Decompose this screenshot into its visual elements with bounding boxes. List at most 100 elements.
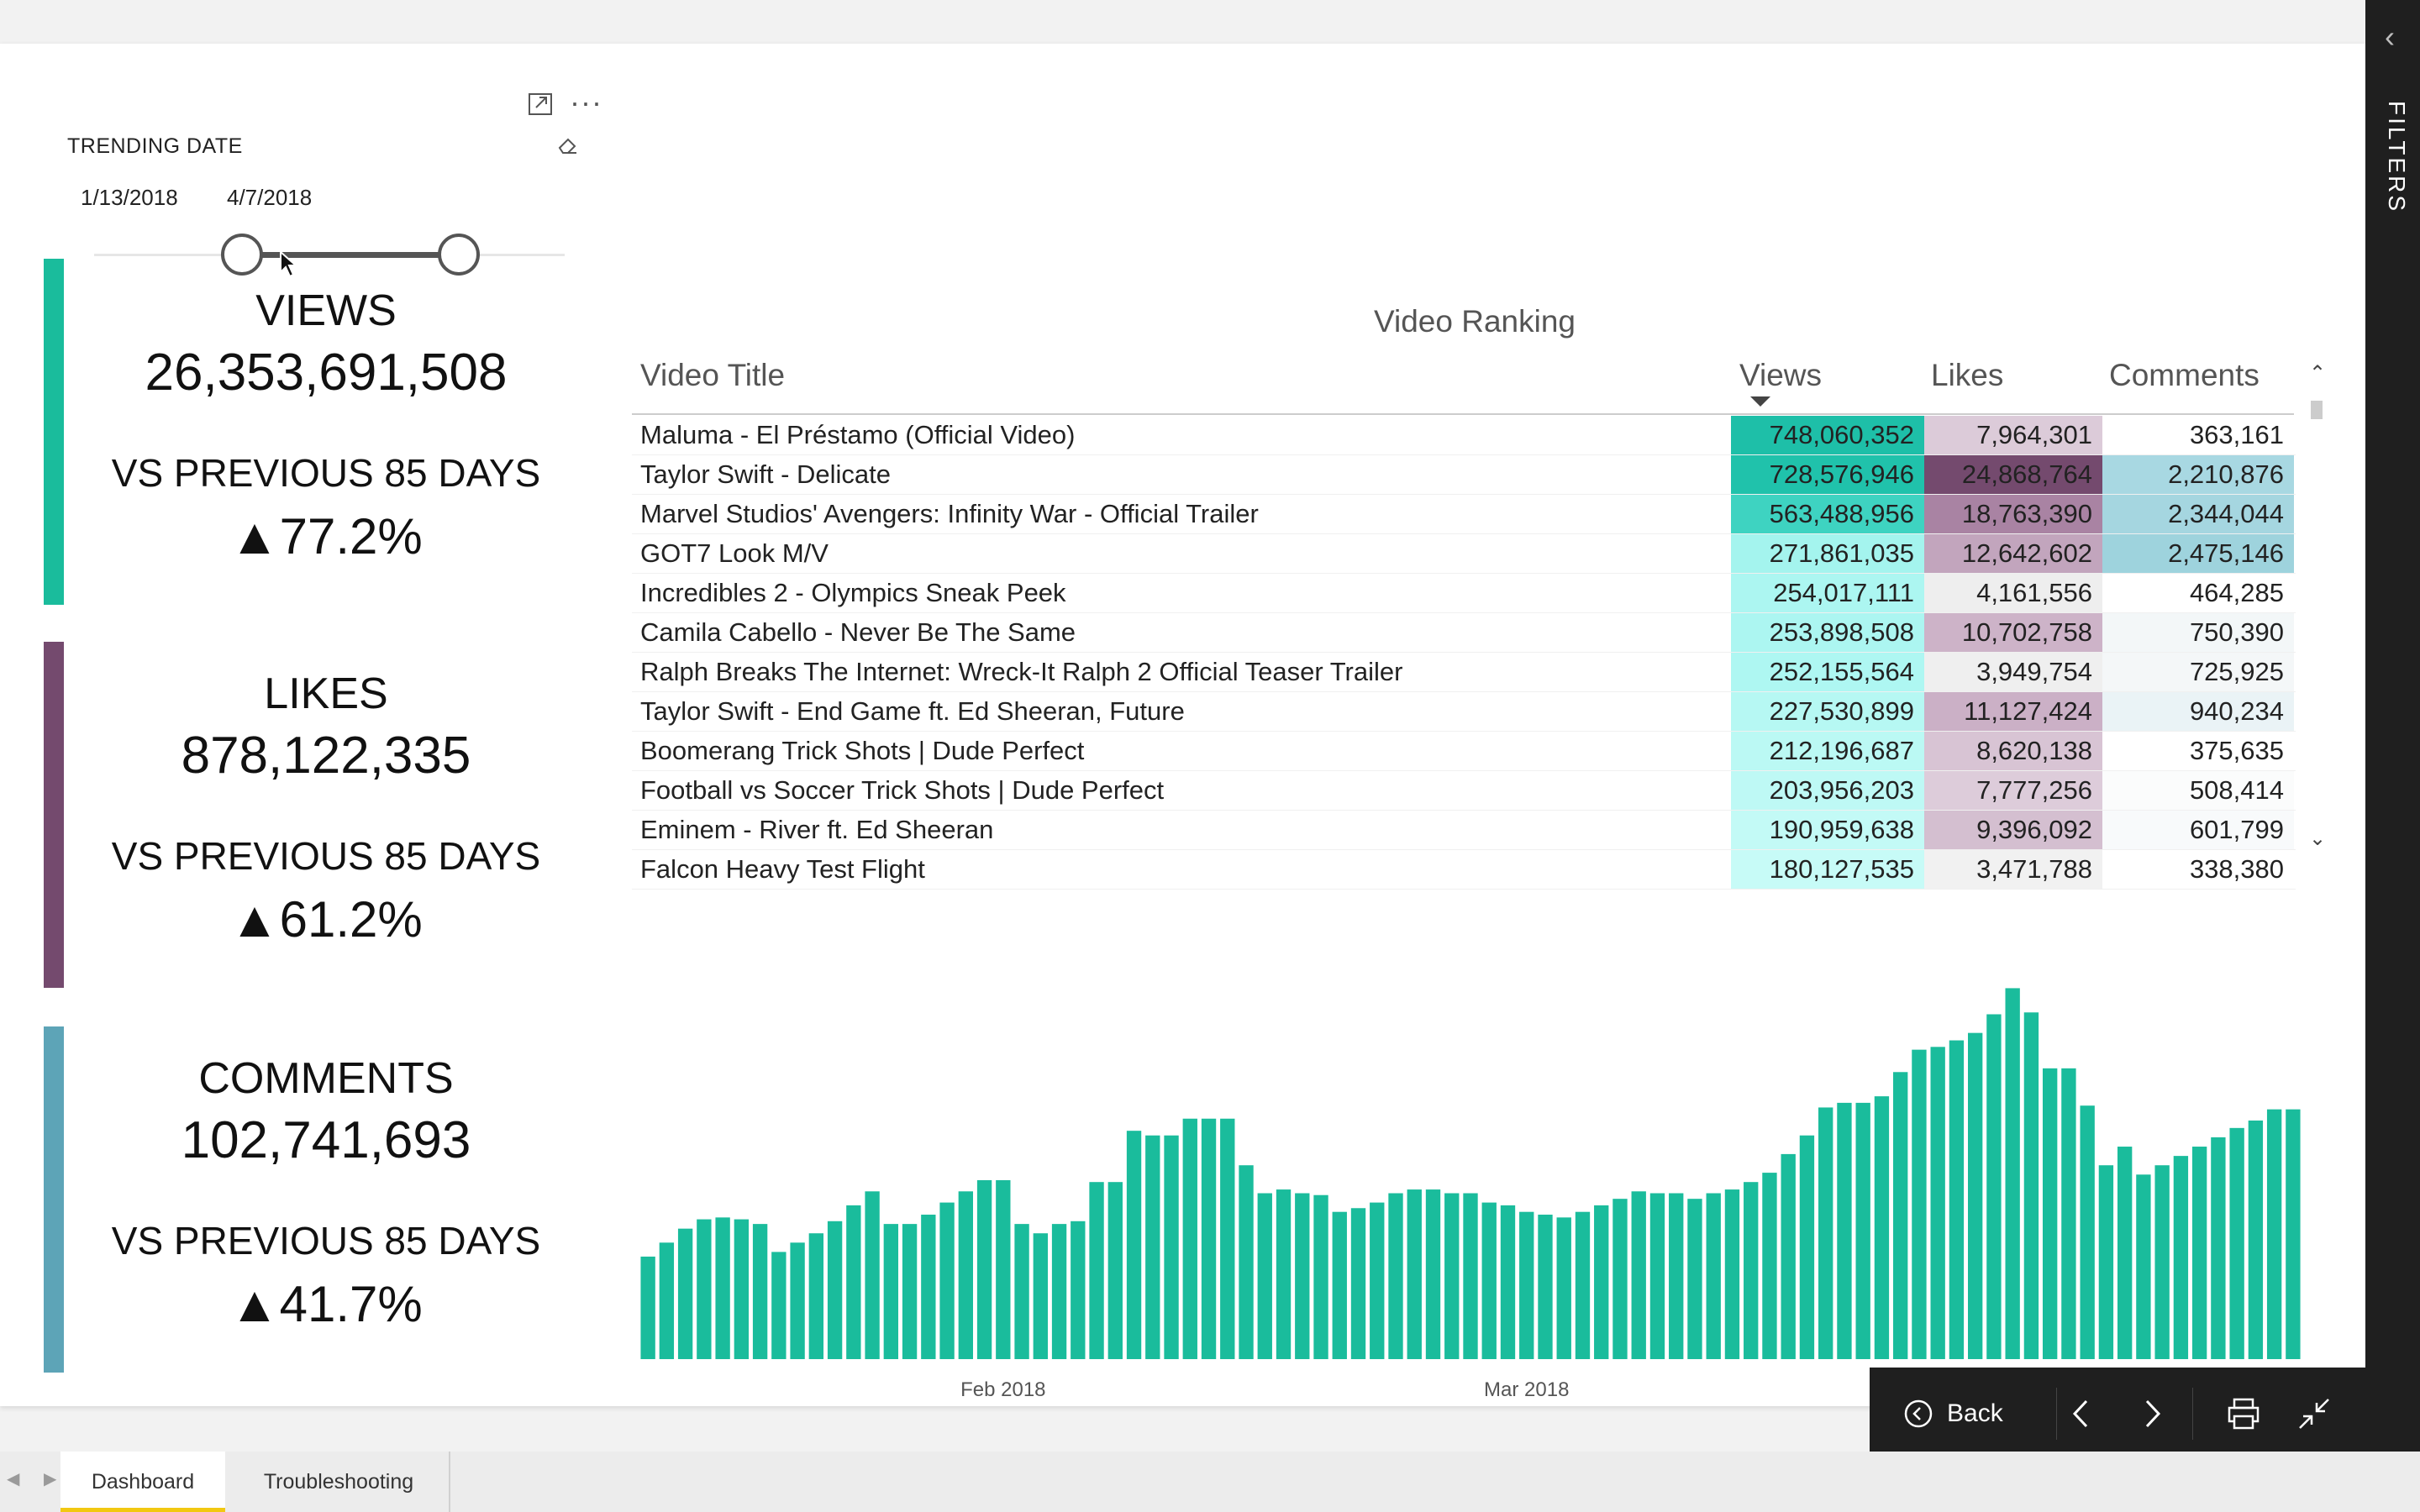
chart-bar-views[interactable]: [1706, 1193, 1721, 1360]
chart-bar-views[interactable]: [976, 1179, 992, 1359]
table-scrollbar-thumb[interactable]: [2311, 401, 2323, 419]
table-row[interactable]: Eminem - River ft. Ed Sheeran 190,959,638…: [632, 811, 2296, 850]
chart-bar-views[interactable]: [1912, 1049, 1927, 1359]
table-row[interactable]: Camila Cabello - Never Be The Same 253,89…: [632, 613, 2296, 653]
chart-bar-views[interactable]: [1295, 1193, 1310, 1360]
chart-bar-views[interactable]: [2211, 1137, 2226, 1359]
chart-bar-views[interactable]: [2229, 1127, 2244, 1359]
chart-bar-views[interactable]: [1893, 1072, 1908, 1359]
chart-bar-views[interactable]: [1051, 1224, 1067, 1359]
chart-bar-views[interactable]: [1313, 1194, 1328, 1359]
table-row[interactable]: Maluma - El Préstamo (Official Video) 748…: [632, 416, 2296, 455]
chart-bar-views[interactable]: [2154, 1165, 2170, 1359]
exit-fullscreen-icon[interactable]: [2293, 1393, 2335, 1435]
chart-bar-views[interactable]: [1986, 1014, 2002, 1359]
table-row[interactable]: Marvel Studios' Avengers: Infinity War -…: [632, 495, 2296, 534]
chart-bar-views[interactable]: [715, 1217, 730, 1359]
slicer-end-date[interactable]: 4/7/2018: [227, 185, 313, 210]
chart-bar-views[interactable]: [1444, 1193, 1460, 1360]
scroll-up-icon[interactable]: ⌃: [2309, 362, 2327, 385]
chart-bar-views[interactable]: [1649, 1193, 1665, 1360]
chart-bar-views[interactable]: [1519, 1211, 1534, 1359]
tab-scroll-right-icon[interactable]: ▶: [44, 1470, 57, 1488]
chart-bar-views[interactable]: [2005, 988, 2020, 1359]
tab-dashboard[interactable]: Dashboard: [60, 1452, 225, 1512]
chart-bar-views[interactable]: [1463, 1193, 1478, 1360]
chart-bar-views[interactable]: [1631, 1191, 1646, 1359]
chart-bar-views[interactable]: [1669, 1193, 1684, 1360]
chart-bar-views[interactable]: [1033, 1233, 1048, 1359]
chart-bar-views[interactable]: [2061, 1068, 2076, 1359]
chart-bar-views[interactable]: [902, 1224, 918, 1359]
table-row[interactable]: Falcon Heavy Test Flight 180,127,535 3,471…: [632, 850, 2296, 890]
chart-bar-views[interactable]: [1500, 1205, 1516, 1359]
table-row[interactable]: Incredibles 2 - Olympics Sneak Peek 254,0…: [632, 574, 2296, 613]
focus-mode-icon[interactable]: [528, 92, 553, 116]
chart-bar-views[interactable]: [1744, 1182, 1759, 1359]
chart-bar-views[interactable]: [2042, 1068, 2058, 1359]
chart-bar-views[interactable]: [1332, 1211, 1347, 1359]
chart-bar-views[interactable]: [1930, 1047, 1945, 1359]
chart-bar-views[interactable]: [1014, 1224, 1029, 1359]
column-header-views[interactable]: Views: [1739, 358, 1823, 392]
eraser-icon[interactable]: [556, 133, 580, 156]
chart-bar-views[interactable]: [1949, 1040, 1965, 1359]
chart-bar-views[interactable]: [846, 1205, 861, 1359]
chart-bar-views[interactable]: [734, 1219, 750, 1359]
chart-bar-views[interactable]: [939, 1202, 955, 1359]
chart-bar-views[interactable]: [1126, 1131, 1142, 1359]
chart-bar-views[interactable]: [677, 1228, 693, 1359]
chart-bar-views[interactable]: [1481, 1202, 1497, 1359]
chart-bar-views[interactable]: [1556, 1217, 1571, 1359]
table-row[interactable]: Ralph Breaks The Internet: Wreck-It Ralp…: [632, 653, 2296, 692]
previous-page-icon[interactable]: [2061, 1393, 2103, 1435]
chart-bar-views[interactable]: [2023, 1012, 2039, 1359]
tab-troubleshooting[interactable]: Troubleshooting: [263, 1470, 414, 1494]
chart-bar-views[interactable]: [1257, 1193, 1272, 1360]
chart-bar-views[interactable]: [640, 1256, 655, 1359]
chart-bar-views[interactable]: [996, 1179, 1011, 1359]
chart-bar-views[interactable]: [697, 1219, 712, 1359]
chart-bar-views[interactable]: [865, 1191, 880, 1359]
column-header-video-title[interactable]: Video Title: [640, 358, 786, 392]
chart-bar-views[interactable]: [808, 1233, 824, 1359]
chart-bar-views[interactable]: [883, 1224, 899, 1359]
chart-bar-views[interactable]: [752, 1224, 768, 1359]
scroll-down-icon[interactable]: ⌄: [2309, 827, 2327, 850]
slider-end-handle[interactable]: [438, 234, 480, 276]
chart-bar-views[interactable]: [1575, 1211, 1591, 1359]
chart-bar-views[interactable]: [1182, 1118, 1197, 1359]
chart-bar-views[interactable]: [1762, 1173, 1777, 1359]
chart-bar-views[interactable]: [2191, 1147, 2207, 1359]
table-row[interactable]: Football vs Soccer Trick Shots | Dude Pe…: [632, 771, 2296, 811]
chevron-left-icon[interactable]: ‹: [2385, 19, 2395, 54]
slicer-start-date[interactable]: 1/13/2018: [81, 185, 178, 210]
next-page-icon[interactable]: [2130, 1393, 2172, 1435]
chart-bar-views[interactable]: [2173, 1156, 2189, 1359]
table-row[interactable]: Taylor Swift - End Game ft. Ed Sheeran, …: [632, 692, 2296, 732]
chart-bar-views[interactable]: [1538, 1215, 1553, 1359]
chart-bar-views[interactable]: [1089, 1182, 1104, 1359]
chart-bar-views[interactable]: [958, 1191, 973, 1359]
chart-bar-views[interactable]: [1799, 1135, 1815, 1359]
chart-bar-views[interactable]: [2248, 1120, 2264, 1359]
table-row[interactable]: Boomerang Trick Shots | Dude Perfect 212,…: [632, 732, 2296, 771]
chart-bar-views[interactable]: [2080, 1105, 2095, 1359]
column-header-comments[interactable]: Comments: [2109, 358, 2260, 392]
chart-bar-views[interactable]: [1968, 1032, 1983, 1359]
chart-bar-views[interactable]: [1145, 1135, 1160, 1359]
chart-bar-views[interactable]: [1164, 1135, 1179, 1359]
filters-pane[interactable]: [2365, 0, 2420, 1512]
chart-bar-views[interactable]: [771, 1252, 786, 1359]
chart-bar-views[interactable]: [921, 1215, 936, 1359]
column-header-likes[interactable]: Likes: [1931, 358, 2004, 392]
chart-bar-views[interactable]: [1220, 1118, 1235, 1359]
table-row[interactable]: Taylor Swift - Delicate 728,576,946 24,868…: [632, 455, 2296, 495]
chart-bar-views[interactable]: [2098, 1165, 2114, 1359]
chart-bar-views[interactable]: [2266, 1109, 2282, 1359]
chart-bar-views[interactable]: [1687, 1199, 1702, 1359]
chart-bar-views[interactable]: [2117, 1147, 2133, 1359]
chart-bar-views[interactable]: [2286, 1109, 2301, 1359]
table-row[interactable]: GOT7 Look M/V 271,861,035 12,642,602 2,475,…: [632, 534, 2296, 574]
chart-bar-views[interactable]: [1818, 1107, 1833, 1359]
